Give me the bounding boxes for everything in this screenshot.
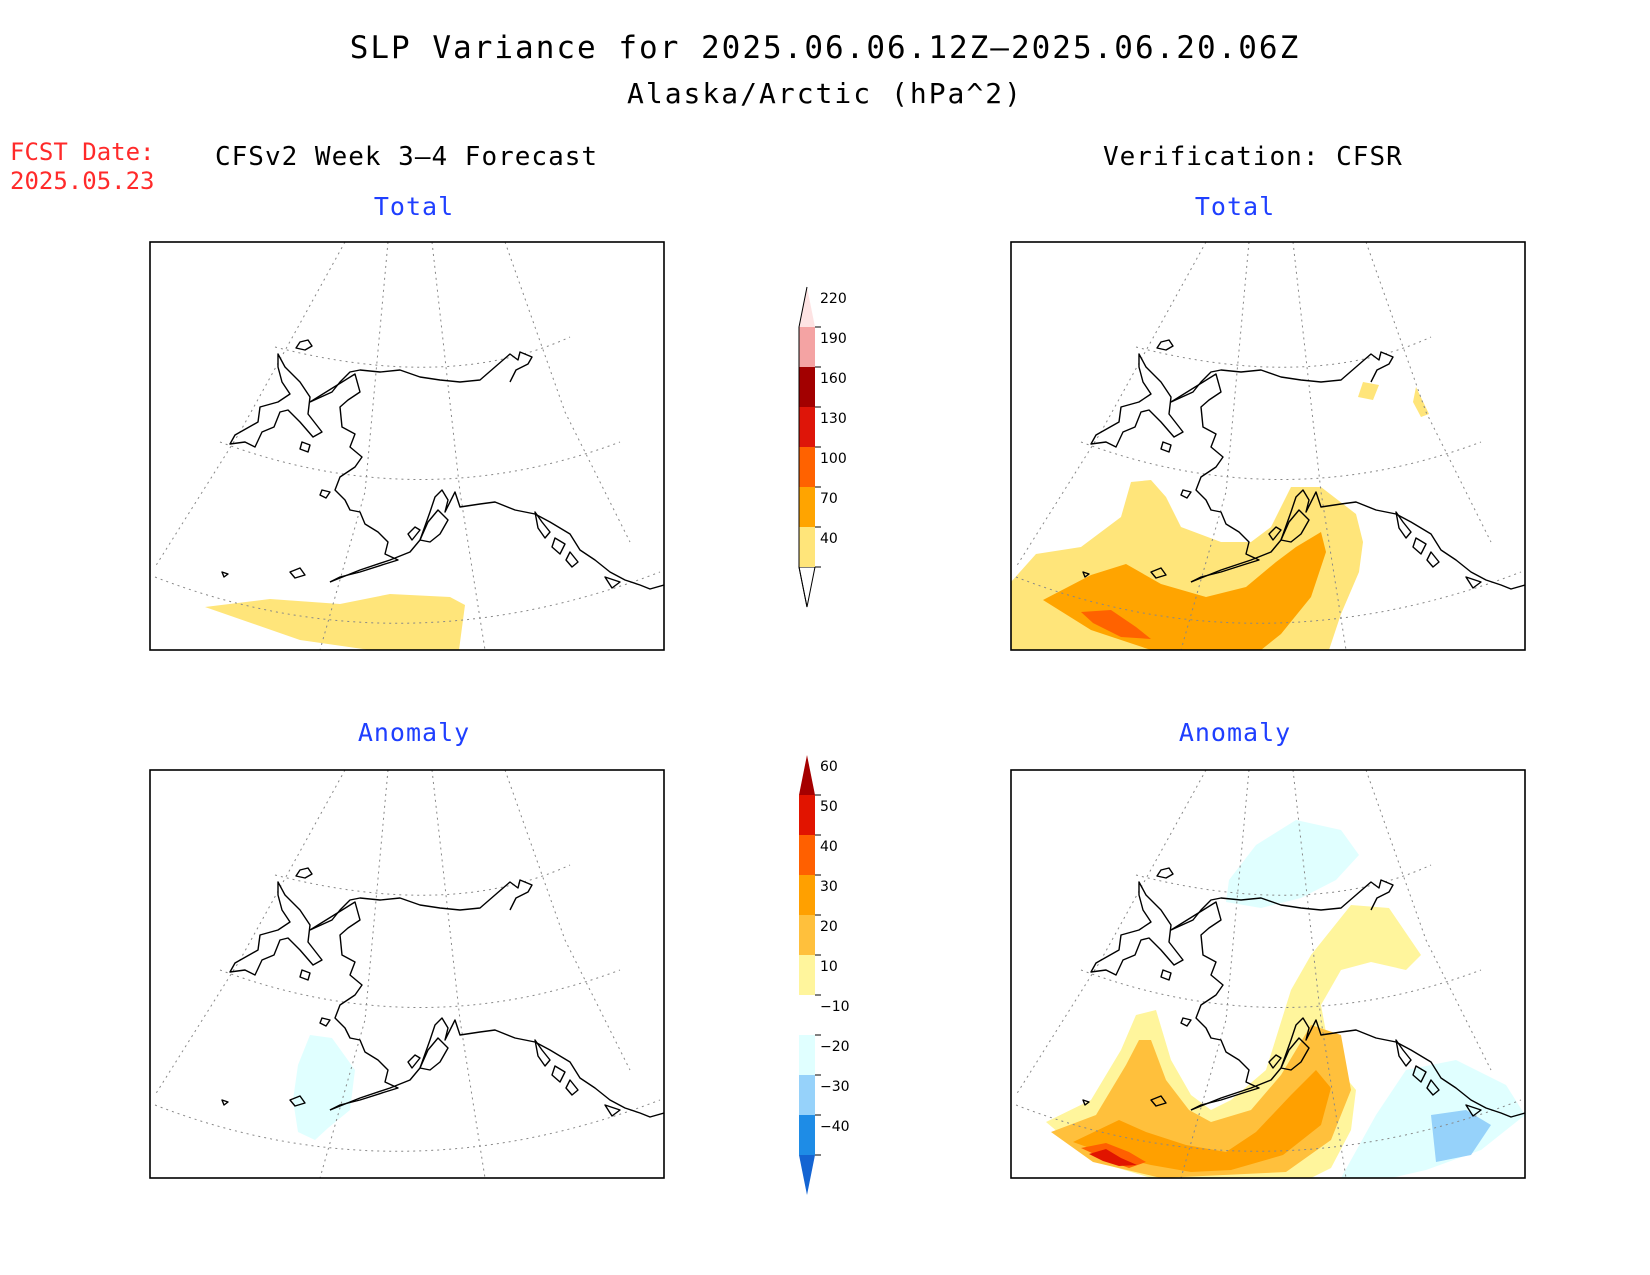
colorbar-anomaly-box (799, 955, 815, 995)
colorbar-total-outline (798, 286, 808, 608)
colorbar-total-label: 100 (820, 451, 847, 467)
colorbar-anomaly-box (799, 1115, 815, 1155)
verification-column-header: Verification: CFSR (1103, 142, 1403, 172)
colorbar-anomaly-low-triangle (799, 1155, 815, 1195)
colorbar-anomaly-box (799, 915, 815, 955)
colorbar-total-label: 190 (820, 331, 847, 347)
colorbar-total-box (799, 447, 815, 487)
colorbar-anomaly-box (799, 995, 815, 1035)
colorbar-total-label: 70 (820, 491, 838, 507)
verification-anomaly-contour-30 (1073, 1070, 1331, 1172)
forecast-column-header: CFSv2 Week 3–4 Forecast (215, 142, 599, 172)
colorbar-anomaly-label: −40 (820, 1119, 850, 1135)
page-subtitle: Alaska/Arctic (hPa^2) (626, 77, 1023, 110)
verification-anomaly-contour-50 (1089, 1149, 1137, 1166)
colorbar-anomaly-label: 30 (820, 879, 838, 895)
forecast-date-value: 2025.05.23 (10, 167, 155, 195)
colorbar-anomaly-label: 60 (820, 759, 838, 775)
colorbar-anomaly-label: −20 (820, 1039, 850, 1055)
colorbar-total-box (799, 527, 815, 567)
forecast-anomaly-title: Anomaly (357, 718, 471, 747)
forecast-anomaly-contour-neg10 (293, 1035, 355, 1140)
colorbar-anomaly-high-triangle (799, 755, 815, 795)
colorbar-anomaly-box (799, 835, 815, 875)
forecast-total-contour-40 (205, 594, 465, 650)
colorbar-anomaly-box (799, 1035, 815, 1075)
colorbar-total-label: 160 (820, 371, 847, 387)
verification-total-map (1010, 241, 1526, 651)
colorbar-total-label: 130 (820, 411, 847, 427)
colorbar-anomaly-label: 50 (820, 799, 838, 815)
forecast-anomaly-map (149, 769, 665, 1179)
forecast-total-title: Total (373, 192, 455, 221)
colorbar-total-box (799, 367, 815, 407)
colorbar-anomaly-label: 20 (820, 919, 838, 935)
colorbar-anomaly-label: 40 (820, 839, 838, 855)
forecast-total-map (149, 241, 665, 651)
forecast-date-label: FCST Date: (10, 138, 155, 166)
colorbar-total-high-triangle (799, 287, 815, 327)
colorbar-total-box (799, 407, 815, 447)
colorbar-anomaly: −40 −30 −20 −10 10 20 30 40 50 60 (799, 755, 850, 1195)
page-title: SLP Variance for 2025.06.06.12Z–2025.06.… (349, 30, 1301, 66)
colorbar-anomaly-label: −10 (820, 999, 850, 1015)
colorbar-anomaly-box (799, 875, 815, 915)
colorbar-anomaly-box (799, 1075, 815, 1115)
verification-total-title: Total (1194, 192, 1276, 221)
verification-anomaly-title: Anomaly (1178, 718, 1292, 747)
colorbar-anomaly-label: 10 (820, 959, 838, 975)
colorbar-total-low-triangle (798, 566, 816, 608)
verification-total-contour-40-ne1 (1358, 382, 1379, 400)
colorbar-total: 40 70 100 130 160 190 220 (798, 286, 847, 608)
colorbar-total-label: 40 (820, 531, 838, 547)
colorbar-total-box (799, 327, 815, 367)
verification-total-contour-100 (1081, 610, 1151, 639)
colorbar-total-label: 220 (820, 291, 847, 307)
verification-anomaly-map (1010, 769, 1526, 1179)
colorbar-total-box (799, 487, 815, 527)
colorbar-anomaly-label: −30 (820, 1079, 850, 1095)
verification-anomaly-contour-neg20-se (1431, 1110, 1491, 1162)
verification-anomaly-contour-neg10-north (1226, 820, 1359, 908)
verification-total-contour-40-ne2 (1413, 387, 1429, 417)
colorbar-anomaly-box (799, 795, 815, 835)
